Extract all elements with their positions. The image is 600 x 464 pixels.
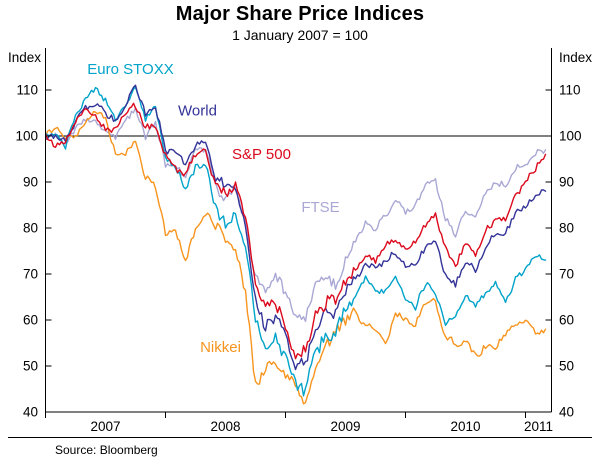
series-label-euro-stoxx: Euro STOXX [87, 61, 173, 78]
chart-title: Major Share Price Indices [175, 3, 425, 25]
xtick-label-2008: 2008 [210, 419, 240, 434]
series-label-ftse: FTSE [301, 199, 339, 216]
series-label-world: World [178, 102, 217, 119]
xtick-label-2007: 2007 [90, 419, 120, 434]
series-line-ftse [45, 106, 547, 323]
ytick-label-right: 40 [559, 405, 574, 420]
series-label-nikkei: Nikkei [200, 339, 241, 356]
ytick-label-right: 80 [559, 221, 574, 236]
ytick-label-right: 50 [559, 359, 574, 374]
ytick-label-right: 90 [559, 175, 574, 190]
ytick-label-right: 100 [559, 129, 582, 144]
ytick-label-left: 40 [23, 405, 38, 420]
ytick-label-left: 110 [16, 83, 38, 98]
xtick-label-2010: 2010 [450, 419, 480, 434]
footer-divider [8, 437, 592, 438]
ytick-label-right: 110 [559, 83, 581, 98]
ytick-label-left: 80 [23, 221, 38, 236]
series-label-s-p-500: S&P 500 [232, 146, 291, 163]
ytick-label-left: 50 [23, 359, 38, 374]
xtick-label-2009: 2009 [330, 419, 360, 434]
source-note: Source: Bloomberg [55, 443, 158, 457]
axis-unit-left: Index [8, 50, 41, 65]
series-line-world [45, 84, 547, 371]
xtick-label-2011: 2011 [524, 419, 553, 434]
ytick-label-right: 60 [559, 313, 574, 328]
series-line-nikkei [45, 110, 547, 405]
series-group [45, 84, 547, 405]
axis-unit-right: Index [559, 50, 592, 65]
ytick-label-left: 90 [23, 175, 38, 190]
chart-subtitle: 1 January 2007 = 100 [232, 27, 368, 43]
chart-canvas: 40 40 50 50 60 60 70 70 80 80 90 90 100 100 110 110 2007… [8, 48, 592, 434]
ytick-label-left: 60 [23, 313, 38, 328]
ytick-label-right: 70 [559, 267, 574, 282]
series-line-s-p-500 [45, 102, 547, 360]
ytick-label-left: 70 [23, 267, 38, 282]
ytick-label-left: 100 [15, 129, 38, 144]
